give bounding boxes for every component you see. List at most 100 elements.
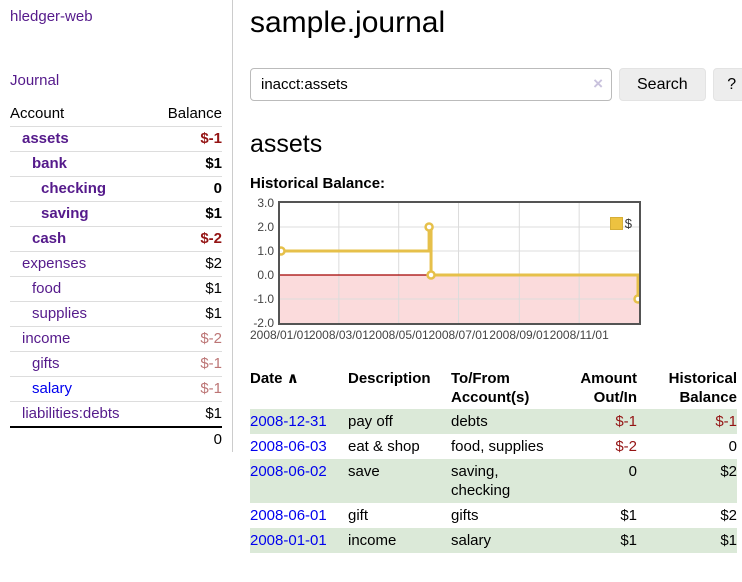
transaction-description: save: [348, 463, 380, 480]
transaction-date-link[interactable]: 2008-06-02: [250, 463, 327, 480]
historical-balance-chart: $ 3.0 2.0 1.0 0.0 -1.0 -2.0 2008/01/01 2008/03/…: [249, 197, 645, 343]
account-link[interactable]: supplies: [32, 305, 88, 322]
chart-data-point: [633, 294, 639, 304]
chart-data-point: [280, 246, 286, 256]
chart-plot-area: $: [278, 201, 641, 325]
accounts-total-balance: 0: [213, 431, 222, 448]
account-link[interactable]: gifts: [32, 355, 60, 372]
account-balance: 0: [213, 180, 222, 197]
register-header-balance: Historical Balance: [668, 370, 737, 406]
account-balance: $1: [205, 205, 222, 222]
register-row: 2008-06-02 save saving, checking 0 $2: [250, 459, 737, 503]
transaction-amount: $-1: [615, 413, 637, 430]
transaction-description: income: [348, 532, 397, 549]
transaction-date-link[interactable]: 2008-06-03: [250, 438, 327, 455]
transaction-balance: $1: [720, 532, 737, 549]
transaction-balance: $2: [720, 463, 737, 480]
legend-label: $: [624, 216, 632, 231]
register-header-description: Description: [348, 370, 431, 387]
page: hledger-web Journal Account Balance asse…: [10, 0, 742, 553]
account-row: assets $-1: [10, 126, 222, 152]
y-axis-tick-label: 2.0: [257, 220, 274, 234]
account-balance: $1: [205, 405, 222, 422]
account-row: expenses $2: [10, 251, 222, 277]
transaction-balance: $2: [720, 507, 737, 524]
account-row: cash $-2: [10, 226, 222, 252]
search-button[interactable]: Search: [619, 68, 706, 101]
account-balance: $-1: [200, 355, 222, 372]
transaction-accounts: saving, checking: [451, 463, 511, 499]
account-row: food $1: [10, 276, 222, 302]
account-row: saving $1: [10, 201, 222, 227]
transaction-balance: $-1: [715, 413, 737, 430]
transaction-accounts: food, supplies: [451, 438, 544, 455]
register-row: 2008-06-03 eat & shop food, supplies $-2 0: [250, 434, 737, 459]
legend-swatch-icon: [609, 217, 623, 230]
account-balance: $1: [205, 305, 222, 322]
accounts-header-account: Account: [10, 105, 65, 122]
y-axis-tick-label: 1.0: [257, 244, 274, 258]
account-row: checking 0: [10, 176, 222, 202]
accounts-table: Account Balance assets $-1 bank $1 checking 0…: [10, 102, 222, 452]
register-row: 2008-06-01 gift gifts $1 $2: [250, 503, 737, 528]
y-axis-tick-label: -2.0: [253, 316, 274, 330]
chart-legend: $: [609, 216, 632, 231]
account-row: salary $-1: [10, 376, 222, 402]
account-link[interactable]: saving: [41, 205, 89, 222]
sidebar-item-journal[interactable]: Journal: [10, 72, 60, 89]
transaction-description: eat & shop: [348, 438, 420, 455]
help-button[interactable]: ?: [712, 68, 742, 101]
account-link[interactable]: bank: [32, 155, 68, 172]
search-input-wrap: ×: [250, 68, 612, 101]
account-balance: $-1: [200, 380, 222, 397]
register-header-date: Date ∧: [250, 370, 299, 387]
transaction-accounts: debts: [451, 413, 488, 430]
transaction-amount: $-2: [615, 438, 637, 455]
chart-data-point: [424, 222, 434, 232]
account-link[interactable]: income: [22, 330, 71, 347]
register-row: 2008-12-31 pay off debts $-1 $-1: [250, 409, 737, 434]
account-link[interactable]: liabilities:debts: [22, 405, 120, 422]
x-axis-tick-label: 2008/11/01: [549, 328, 609, 342]
x-axis-tick-label: 2008/05/01: [368, 328, 429, 342]
y-axis-tick-label: -1.0: [253, 292, 274, 306]
account-balance: $2: [205, 255, 222, 272]
transaction-description: pay off: [348, 413, 393, 430]
app-title-link[interactable]: hledger-web: [10, 8, 93, 25]
x-axis-tick-label: 2008/01/01: [249, 328, 311, 342]
transaction-accounts: gifts: [451, 507, 479, 524]
clear-search-icon[interactable]: ×: [593, 74, 603, 93]
account-link[interactable]: salary: [32, 380, 73, 397]
search-input[interactable]: [250, 68, 612, 101]
accounts-total-row: 0: [10, 427, 222, 452]
page-title: sample.journal: [250, 6, 446, 39]
account-heading: assets: [250, 130, 323, 158]
account-row: income $-2: [10, 326, 222, 352]
y-axis-tick-label: 3.0: [257, 196, 274, 210]
account-link[interactable]: checking: [41, 180, 107, 197]
x-axis-tick-label: 2008/09/01: [489, 328, 550, 342]
account-link[interactable]: assets: [22, 130, 69, 147]
search-bar: × Search ?: [250, 68, 742, 101]
account-row: liabilities:debts $1: [10, 401, 222, 428]
accounts-header-balance: Balance: [167, 105, 222, 122]
account-link[interactable]: expenses: [22, 255, 87, 272]
transaction-date-link[interactable]: 2008-01-01: [250, 532, 327, 549]
main-content: sample.journal × Search ? assets Histori…: [233, 0, 742, 553]
sort-ascending-icon: ∧: [286, 370, 299, 387]
transaction-balance: 0: [728, 438, 737, 455]
register-row: 2008-01-01 income salary $1 $1: [250, 528, 737, 553]
account-link[interactable]: food: [32, 280, 62, 297]
chart-label: Historical Balance:: [250, 175, 386, 192]
account-row: gifts $-1: [10, 351, 222, 377]
account-link[interactable]: cash: [32, 230, 67, 247]
account-balance: $1: [205, 155, 222, 172]
account-row: bank $1: [10, 151, 222, 177]
transaction-accounts: salary: [451, 532, 492, 549]
account-balance: $-2: [200, 330, 222, 347]
transaction-amount: 0: [628, 463, 637, 480]
transaction-date-link[interactable]: 2008-06-01: [250, 507, 327, 524]
account-balance: $-2: [200, 230, 222, 247]
x-axis-tick-label: 2008/03/01: [308, 328, 369, 342]
transaction-date-link[interactable]: 2008-12-31: [250, 413, 327, 430]
